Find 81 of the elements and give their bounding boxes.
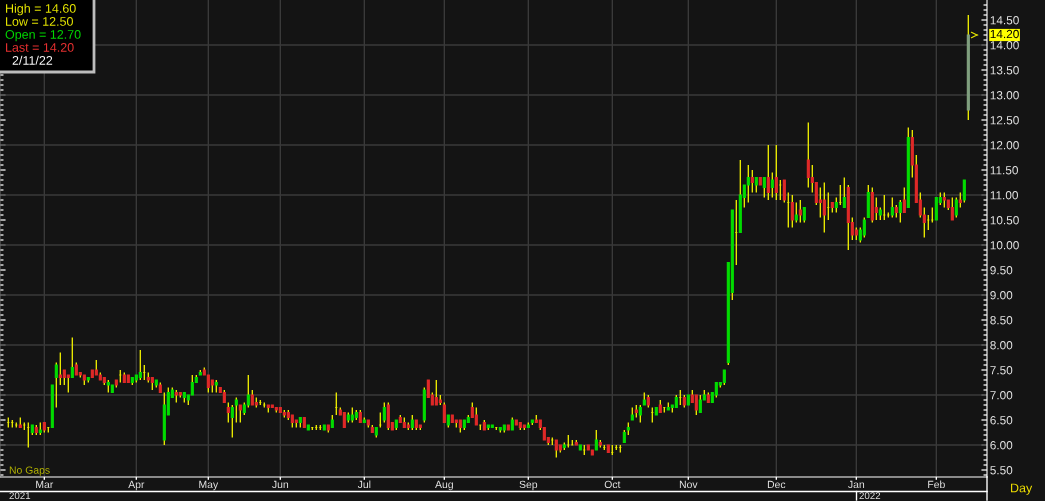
candlestick bbox=[70, 336, 74, 379]
candlestick bbox=[694, 394, 698, 416]
annotation: No Gaps bbox=[9, 466, 50, 476]
candlestick bbox=[822, 181, 826, 234]
y-tick-label: 13.00 bbox=[990, 91, 1019, 100]
candlestick bbox=[774, 144, 778, 201]
candlestick bbox=[962, 179, 966, 204]
candlestick bbox=[902, 186, 906, 214]
y-tick-label: 6.50 bbox=[990, 416, 1013, 425]
x-tick-label: Mar bbox=[36, 480, 54, 489]
y-tick-label: 5.50 bbox=[990, 466, 1013, 475]
y-tick-label: 12.00 bbox=[990, 141, 1019, 150]
annotation: Low = 12.50 bbox=[6, 17, 73, 26]
x-tick-label: Jan bbox=[848, 480, 865, 489]
candlestick bbox=[818, 186, 822, 219]
candlestick bbox=[762, 176, 766, 199]
annotation: Last = 14.20 bbox=[6, 43, 74, 52]
candlestick bbox=[746, 164, 750, 204]
y-tick-label: 6.00 bbox=[990, 441, 1013, 450]
x-tick-label: Feb bbox=[928, 480, 945, 489]
x-tick-label: Oct bbox=[604, 480, 621, 489]
candlestick bbox=[442, 401, 446, 424]
candlestick bbox=[790, 194, 794, 229]
candlestick bbox=[54, 361, 58, 409]
y-tick-label: 9.50 bbox=[990, 266, 1013, 275]
text: 14.20 bbox=[990, 29, 1019, 39]
candlestick bbox=[890, 196, 894, 219]
annotation: 2/11/22 bbox=[12, 55, 53, 65]
candlestick bbox=[950, 196, 954, 221]
candlestick bbox=[594, 429, 598, 451]
candlestick bbox=[226, 401, 230, 424]
candlestick bbox=[806, 121, 810, 189]
y-tick-label: 7.00 bbox=[990, 391, 1013, 400]
x-tick-label: Jul bbox=[357, 480, 371, 489]
y-tick-label: 11.50 bbox=[990, 166, 1018, 175]
candlestick bbox=[898, 199, 902, 224]
y-tick-label: 12.50 bbox=[990, 116, 1019, 125]
candlestick bbox=[882, 194, 886, 221]
annotation: Open = 12.70 bbox=[5, 30, 81, 42]
candlestick bbox=[386, 401, 390, 431]
y-tick-label: 13.50 bbox=[990, 66, 1019, 75]
candlestick bbox=[234, 396, 238, 424]
candlestick bbox=[778, 179, 782, 201]
y-tick-label: 8.50 bbox=[990, 316, 1013, 325]
candlestick bbox=[862, 216, 866, 239]
y-tick-label: 7.50 bbox=[990, 366, 1013, 375]
y-tick-label: 10.50 bbox=[990, 216, 1019, 225]
text: 2021 bbox=[9, 492, 31, 500]
text: 2022 bbox=[859, 492, 881, 500]
x-tick-label: Apr bbox=[128, 480, 145, 491]
x-tick-label: Sep bbox=[519, 480, 538, 491]
candlestick bbox=[770, 171, 774, 199]
y-tick-label: 10.00 bbox=[990, 241, 1019, 250]
y-tick-label: 11.00 bbox=[990, 191, 1018, 200]
candlestick bbox=[766, 144, 770, 201]
candlestick bbox=[798, 199, 802, 224]
candlestick bbox=[246, 374, 250, 409]
y-tick-label: 14.50 bbox=[990, 16, 1019, 25]
candlestick bbox=[874, 196, 878, 221]
y-tick-label: 8.00 bbox=[990, 341, 1013, 350]
y-tick-label: 14.00 bbox=[990, 41, 1019, 50]
y-tick-label: 9.00 bbox=[990, 291, 1013, 300]
annotation: High = 14.60 bbox=[6, 3, 76, 16]
candlestick bbox=[794, 201, 798, 224]
candlestick bbox=[58, 351, 62, 386]
x-tick-label: Nov bbox=[679, 480, 698, 489]
candlestick bbox=[230, 404, 234, 439]
x-tick-label: Aug bbox=[435, 480, 453, 491]
candlestick bbox=[954, 196, 958, 219]
x-tick-label: May bbox=[199, 480, 219, 491]
text: Day bbox=[1011, 483, 1033, 495]
candlestick bbox=[750, 169, 754, 194]
candlestick bbox=[434, 379, 438, 406]
candlestick bbox=[934, 196, 938, 221]
candlestick bbox=[814, 181, 818, 206]
candlestick bbox=[842, 176, 846, 209]
candlestick bbox=[782, 179, 786, 204]
candlestick bbox=[138, 349, 142, 381]
x-tick-label: Jun bbox=[272, 480, 289, 489]
candlestick bbox=[382, 401, 386, 424]
x-tick-label: Dec bbox=[767, 480, 786, 489]
